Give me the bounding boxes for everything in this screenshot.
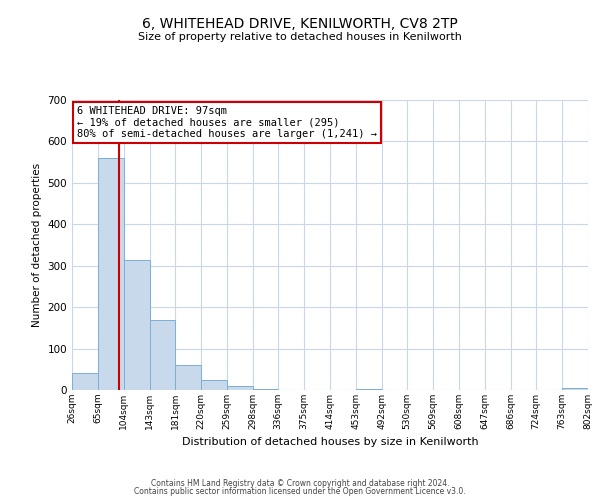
X-axis label: Distribution of detached houses by size in Kenilworth: Distribution of detached houses by size … xyxy=(182,438,478,448)
Text: Contains HM Land Registry data © Crown copyright and database right 2024.: Contains HM Land Registry data © Crown c… xyxy=(151,478,449,488)
Y-axis label: Number of detached properties: Number of detached properties xyxy=(32,163,42,327)
Bar xyxy=(253,389,278,390)
Text: 6 WHITEHEAD DRIVE: 97sqm
← 19% of detached houses are smaller (295)
80% of semi-: 6 WHITEHEAD DRIVE: 97sqm ← 19% of detach… xyxy=(77,106,377,139)
Text: 6, WHITEHEAD DRIVE, KENILWORTH, CV8 2TP: 6, WHITEHEAD DRIVE, KENILWORTH, CV8 2TP xyxy=(142,18,458,32)
Bar xyxy=(201,380,227,390)
Bar xyxy=(72,372,98,390)
Bar xyxy=(175,365,201,390)
Text: Size of property relative to detached houses in Kenilworth: Size of property relative to detached ho… xyxy=(138,32,462,42)
Bar xyxy=(562,388,588,390)
Text: Contains public sector information licensed under the Open Government Licence v3: Contains public sector information licen… xyxy=(134,487,466,496)
Bar xyxy=(124,260,150,390)
Bar xyxy=(98,158,124,390)
Bar xyxy=(227,386,253,390)
Bar xyxy=(356,389,382,390)
Bar xyxy=(150,320,175,390)
